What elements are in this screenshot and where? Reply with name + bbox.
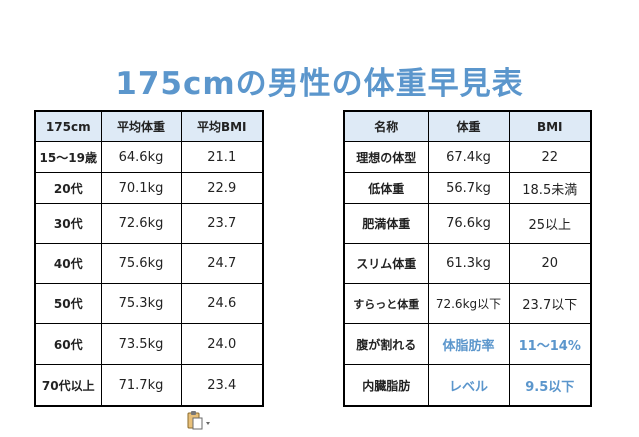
category-name: 理想の体型: [343, 141, 429, 173]
avg-weight: 73.5kg: [100, 323, 182, 365]
visceral-fat-label: レベル: [427, 364, 510, 407]
category-name: 内臓脂肪: [343, 364, 429, 407]
body-fat-value: 11〜14%: [508, 323, 592, 365]
body-fat-label: 体脂肪率: [427, 323, 510, 365]
age-weight-table: 175cm 平均体重 平均BMI 15〜19歳 64.6kg 21.1 20代 …: [34, 110, 264, 407]
age-group: 20代: [34, 172, 102, 204]
avg-bmi: 24.6: [180, 283, 264, 324]
category-name: 腹が割れる: [343, 323, 429, 365]
clipboard-icon: [187, 411, 210, 430]
paste-options-button[interactable]: [186, 410, 212, 432]
visceral-fat-value: 9.5以下: [508, 364, 592, 407]
table-row: 60代 73.5kg 24.0: [34, 323, 264, 365]
header-avg-bmi: 平均BMI: [180, 110, 264, 142]
table-header-row: 175cm 平均体重 平均BMI: [34, 110, 264, 142]
category-name: すらっと体重: [343, 283, 429, 324]
age-group: 70代以上: [34, 364, 102, 407]
header-bmi: BMI: [508, 110, 592, 142]
table-row: 40代 75.6kg 24.7: [34, 243, 264, 284]
avg-bmi: 22.9: [180, 172, 264, 204]
weight-value: 72.6kg以下: [427, 283, 510, 324]
table-row: 肥満体重 76.6kg 25以上: [343, 203, 592, 244]
page-title: 175cmの男性の体重早見表: [115, 66, 524, 102]
table-row: 理想の体型 67.4kg 22: [343, 141, 592, 173]
table-row: 20代 70.1kg 22.9: [34, 172, 264, 204]
age-group: 40代: [34, 243, 102, 284]
header-avg-weight: 平均体重: [100, 110, 182, 142]
table-row: 腹が割れる 体脂肪率 11〜14%: [343, 323, 592, 365]
avg-weight: 64.6kg: [100, 141, 182, 173]
header-name: 名称: [343, 110, 429, 142]
weight-value: 67.4kg: [427, 141, 510, 173]
table-row: 内臓脂肪 レベル 9.5以下: [343, 364, 592, 407]
table-header-row: 名称 体重 BMI: [343, 110, 592, 142]
table-row: すらっと体重 72.6kg以下 23.7以下: [343, 283, 592, 324]
avg-weight: 70.1kg: [100, 172, 182, 204]
category-name: 肥満体重: [343, 203, 429, 244]
bmi-value: 20: [508, 243, 592, 284]
avg-bmi: 23.7: [180, 203, 264, 244]
age-group: 15〜19歳: [34, 141, 102, 173]
avg-bmi: 21.1: [180, 141, 264, 173]
avg-weight: 75.6kg: [100, 243, 182, 284]
weight-value: 56.7kg: [427, 172, 510, 204]
table-row: スリム体重 61.3kg 20: [343, 243, 592, 284]
category-name: 低体重: [343, 172, 429, 204]
avg-weight: 71.7kg: [100, 364, 182, 407]
table-row: 15〜19歳 64.6kg 21.1: [34, 141, 264, 173]
table-row: 70代以上 71.7kg 23.4: [34, 364, 264, 407]
age-group: 50代: [34, 283, 102, 324]
bmi-value: 25以上: [508, 203, 592, 244]
category-name: スリム体重: [343, 243, 429, 284]
age-group: 60代: [34, 323, 102, 365]
header-height: 175cm: [34, 110, 102, 142]
avg-bmi: 24.0: [180, 323, 264, 365]
avg-bmi: 24.7: [180, 243, 264, 284]
age-group: 30代: [34, 203, 102, 244]
weight-value: 76.6kg: [427, 203, 510, 244]
weight-value: 61.3kg: [427, 243, 510, 284]
bmi-value: 22: [508, 141, 592, 173]
bmi-value: 18.5未満: [508, 172, 592, 204]
table-row: 50代 75.3kg 24.6: [34, 283, 264, 324]
header-weight: 体重: [427, 110, 510, 142]
avg-bmi: 23.4: [180, 364, 264, 407]
bmi-value: 23.7以下: [508, 283, 592, 324]
table-row: 30代 72.6kg 23.7: [34, 203, 264, 244]
avg-weight: 75.3kg: [100, 283, 182, 324]
avg-weight: 72.6kg: [100, 203, 182, 244]
reference-weight-table: 名称 体重 BMI 理想の体型 67.4kg 22 低体重 56.7kg 18.…: [343, 110, 592, 407]
table-row: 低体重 56.7kg 18.5未満: [343, 172, 592, 204]
